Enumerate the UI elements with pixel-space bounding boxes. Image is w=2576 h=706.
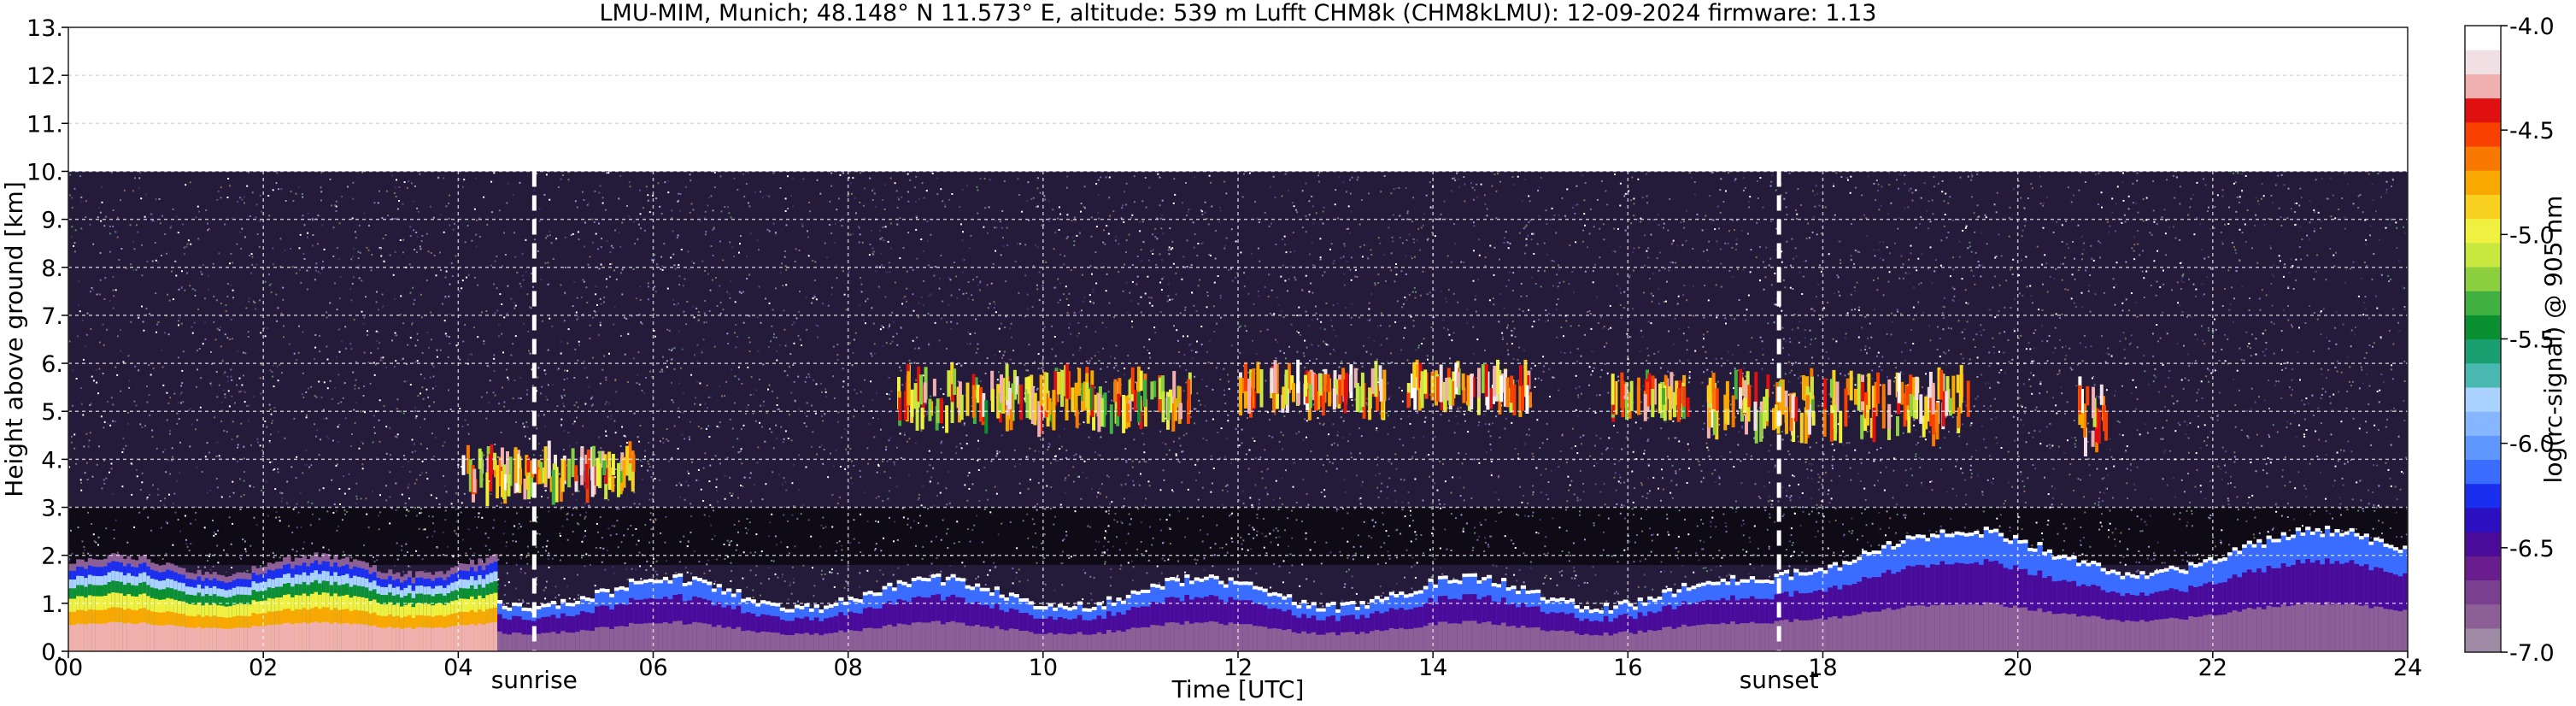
colorbar-segment xyxy=(2465,194,2501,220)
colorbar-segment xyxy=(2465,603,2501,629)
colorbar-segment xyxy=(2465,362,2501,388)
y-tick-label: 12. xyxy=(26,63,63,90)
x-tick-label: 02 xyxy=(249,655,278,681)
x-axis-label: Time [UTC] xyxy=(1171,675,1305,703)
colorbar: -4.0 -4.5 -5.0 -5.5 -6.0 -6.5 -7.0 xyxy=(2464,14,2555,667)
boundary-layer-morning xyxy=(68,552,498,651)
boundary-layer-evening xyxy=(497,526,2408,651)
y-tick-label: 1. xyxy=(41,591,63,618)
colorbar-segment xyxy=(2465,50,2501,74)
x-tick-label: 14 xyxy=(1418,655,1447,681)
y-tick-label: 8. xyxy=(41,256,63,282)
colorbar-segment xyxy=(2465,291,2501,315)
colorbar-tick-label: -5.5 xyxy=(2509,327,2555,354)
y-tick-label: 5. xyxy=(41,399,63,426)
y-tick-label: 0. xyxy=(41,639,63,666)
y-tick-label: 7. xyxy=(41,303,63,330)
x-tick-label: 04 xyxy=(443,655,472,681)
colorbar-segment xyxy=(2465,556,2501,581)
colorbar-segment xyxy=(2465,386,2501,412)
colorbar-segment xyxy=(2465,145,2501,171)
y-tick-label: 4. xyxy=(41,447,63,474)
y-tick-label: 2. xyxy=(41,544,63,570)
x-tick-label: 24 xyxy=(2393,655,2422,681)
colorbar-tick-label: -6.0 xyxy=(2509,432,2555,458)
x-tick-label: 18 xyxy=(1808,655,1837,681)
event-lines xyxy=(531,171,1781,651)
heatmap xyxy=(68,171,2408,651)
colorbar-tick-label: -7.0 xyxy=(2509,640,2555,667)
colorbar-segment xyxy=(2465,315,2501,340)
colorbar-segment xyxy=(2465,170,2501,195)
colorbar-segment xyxy=(2465,580,2501,605)
sunset-label: sunset xyxy=(1740,666,1819,694)
chart-title: LMU-MIM, Munich; 48.148° N 11.573° E, al… xyxy=(600,0,1877,26)
y-tick-label: 13. xyxy=(26,15,63,42)
sunrise-label: sunrise xyxy=(491,666,578,694)
colorbar-segment xyxy=(2465,627,2501,653)
colorbar-segment xyxy=(2465,411,2501,436)
x-tick-label: 12 xyxy=(1223,655,1253,681)
colorbar-segment xyxy=(2465,338,2501,364)
x-tick-label: 10 xyxy=(1029,655,1058,681)
x-tick-label: 22 xyxy=(2198,655,2227,681)
x-tick-label: 20 xyxy=(2003,655,2032,681)
y-tick-label: 10. xyxy=(26,159,63,185)
y-axis: 0. 1. 2. 3. 4. 5. 6. 7. 8. 9. 10. 11. 12. 13. xyxy=(26,15,68,666)
colorbar-segment xyxy=(2465,532,2501,556)
colorbar-tick-label: -5.0 xyxy=(2509,222,2555,249)
y-tick-label: 6. xyxy=(41,351,63,378)
colorbar-segment xyxy=(2465,97,2501,123)
colorbar-segment xyxy=(2465,459,2501,485)
x-tick-label: 16 xyxy=(1613,655,1642,681)
colorbar-segment xyxy=(2465,74,2501,99)
colorbar-segment xyxy=(2465,483,2501,509)
x-tick-label: 00 xyxy=(54,655,83,681)
colorbar-tick-label: -4.5 xyxy=(2509,118,2555,144)
colorbar-segment xyxy=(2465,242,2501,268)
colorbar-label: log(rc-signal) @ 905 nm xyxy=(2539,196,2567,484)
colorbar-segment xyxy=(2465,435,2501,461)
gridlines xyxy=(68,27,2408,651)
y-axis-label: Height above ground [km] xyxy=(0,181,28,497)
y-tick-label: 3. xyxy=(41,496,63,522)
colorbar-segment xyxy=(2465,218,2501,244)
y-tick-label: 11. xyxy=(26,111,63,138)
y-tick-label: 9. xyxy=(41,208,63,234)
x-axis: sunrise sunset 00 02 04 06 08 10 12 14 16 18 20 22 24 xyxy=(54,651,2422,694)
colorbar-tick-label: -6.5 xyxy=(2509,536,2555,562)
colorbar-segment xyxy=(2465,507,2501,532)
colorbar-segment xyxy=(2465,26,2501,50)
colorbar-tick-label: -4.0 xyxy=(2509,14,2555,40)
colorbar-segment xyxy=(2465,266,2501,291)
x-tick-label: 06 xyxy=(638,655,667,681)
colorbar-segment xyxy=(2465,121,2501,147)
x-tick-label: 08 xyxy=(833,655,862,681)
